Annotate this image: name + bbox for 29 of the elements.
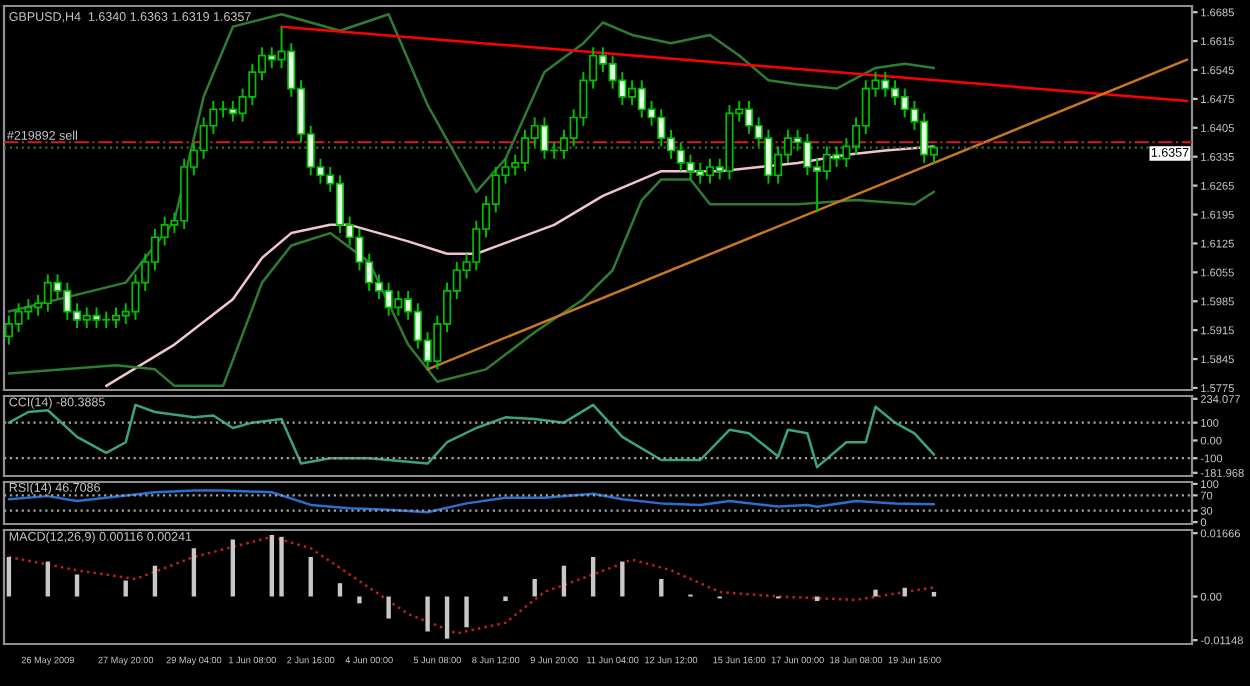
bar: [444, 596, 450, 639]
bar: [532, 579, 537, 597]
bar: [123, 580, 128, 597]
bar: [931, 591, 937, 597]
bar: [561, 565, 567, 597]
line-series: [105, 145, 936, 388]
bar: [269, 534, 274, 597]
bar: [308, 556, 313, 597]
line-series: [7, 13, 936, 313]
bar: [45, 561, 51, 597]
line-series: [7, 535, 936, 635]
bar: [337, 583, 343, 597]
bar: [74, 574, 80, 597]
bar: [357, 596, 362, 604]
bar: [464, 596, 469, 628]
bar: [902, 587, 907, 597]
bar: [152, 565, 158, 597]
bar: [503, 596, 508, 602]
bar: [620, 561, 625, 597]
bar: [590, 556, 596, 597]
bar: [279, 536, 284, 597]
bar: [659, 579, 664, 597]
bar: [425, 596, 430, 632]
bar: [191, 548, 197, 597]
line-series: [7, 178, 936, 388]
bar: [386, 596, 391, 619]
bar: [6, 556, 12, 597]
bar: [873, 589, 878, 597]
bar: [230, 539, 236, 597]
